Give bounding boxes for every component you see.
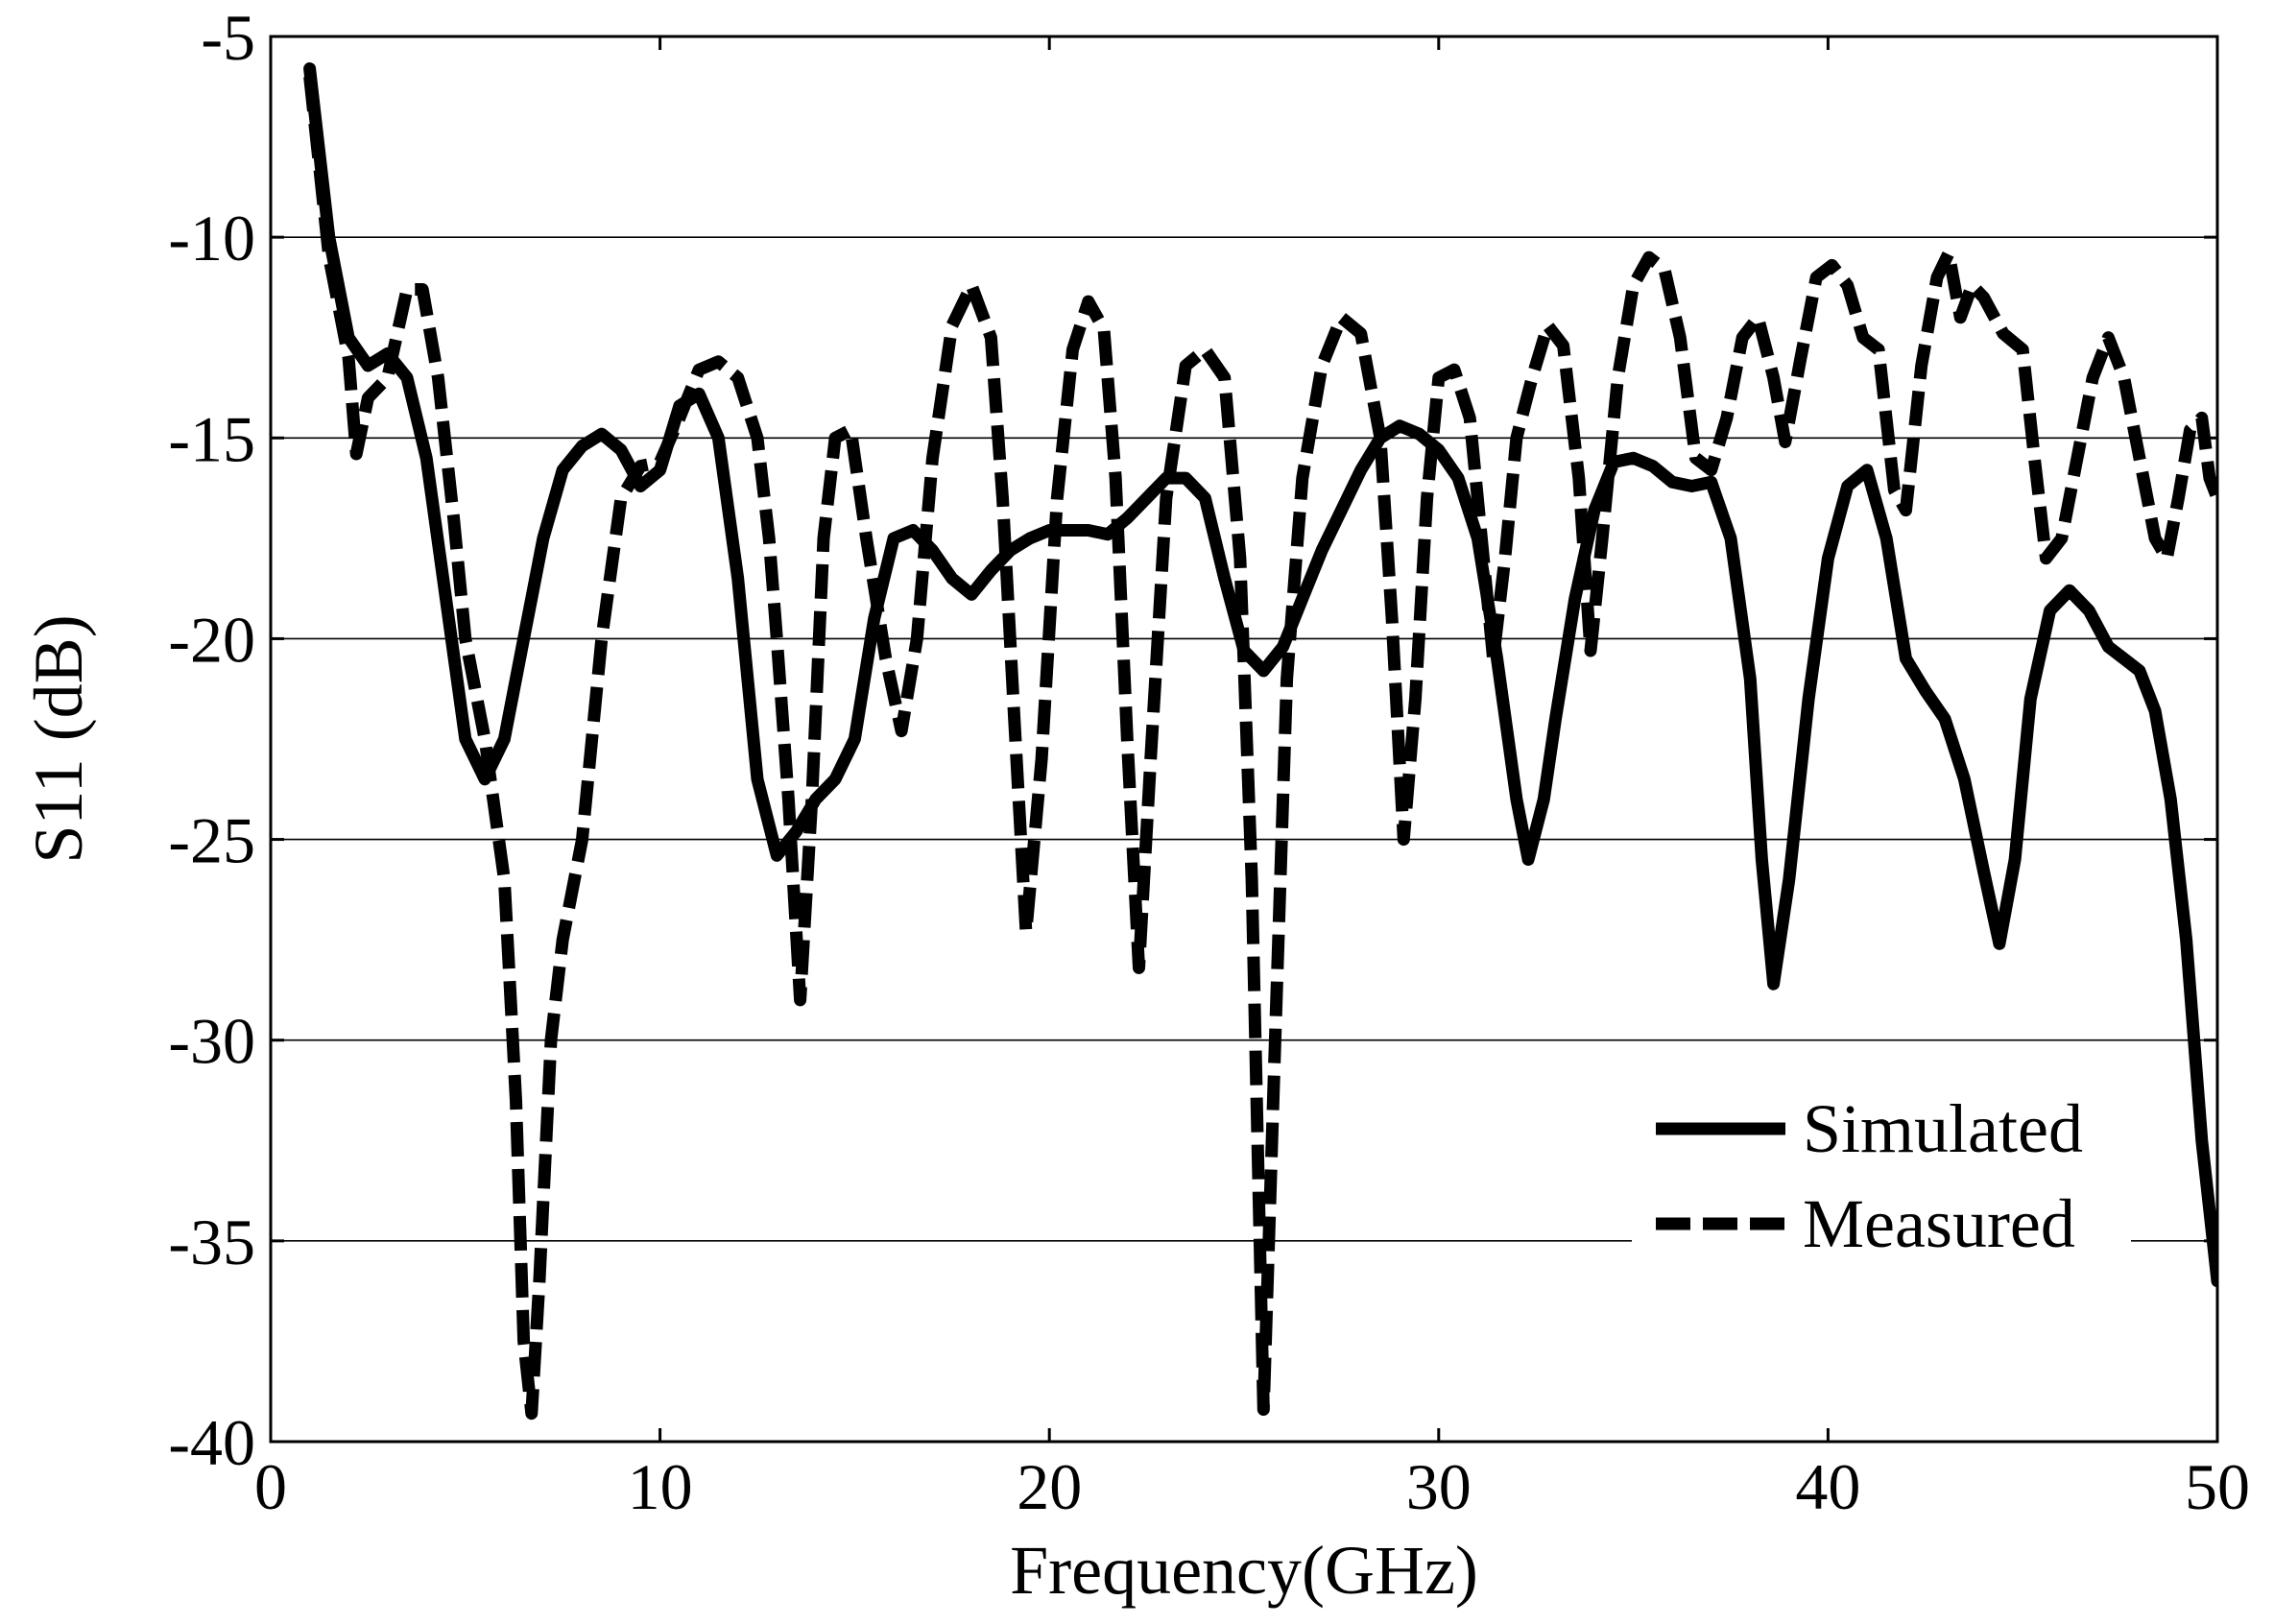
y-tick-label: -10 bbox=[168, 202, 255, 275]
series-line-measured bbox=[303, 76, 2217, 1421]
y-axis-title: S11 (dB) bbox=[20, 614, 97, 863]
y-tick-label: -5 bbox=[201, 1, 255, 74]
x-axis-title: Frequency(GHz) bbox=[1010, 1532, 1478, 1609]
x-tick-label: 10 bbox=[628, 1450, 693, 1523]
x-tick-label: 50 bbox=[2185, 1450, 2250, 1523]
x-tick-label: 0 bbox=[254, 1450, 287, 1523]
legend-measured-label: Measured bbox=[1803, 1185, 2075, 1262]
x-tick-label: 40 bbox=[1795, 1450, 1860, 1523]
x-tick-label: 30 bbox=[1406, 1450, 1472, 1523]
y-tick-label: -15 bbox=[168, 402, 255, 475]
legend: Simulated Measured bbox=[1632, 1089, 2131, 1281]
y-tick-label: -35 bbox=[168, 1206, 255, 1278]
y-tick-label: -30 bbox=[168, 1005, 255, 1078]
series-layer bbox=[303, 62, 2217, 1421]
axis-ticks bbox=[269, 35, 2219, 1444]
legend-simulated-label: Simulated bbox=[1803, 1090, 2083, 1167]
y-tick-label: -20 bbox=[168, 603, 255, 676]
plot-frame bbox=[269, 35, 2219, 1444]
y-tick-label: -25 bbox=[168, 804, 255, 877]
legend-box bbox=[1632, 1089, 2131, 1281]
y-tick-label: -40 bbox=[168, 1406, 255, 1479]
x-tick-label: 20 bbox=[1017, 1450, 1082, 1523]
plot-border bbox=[269, 35, 2219, 1444]
